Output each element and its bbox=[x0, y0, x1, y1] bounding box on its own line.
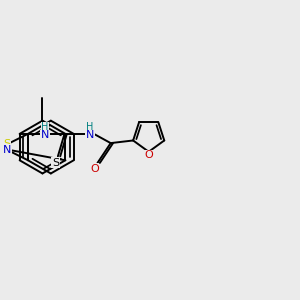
Text: N: N bbox=[86, 130, 94, 140]
Text: N: N bbox=[3, 145, 11, 155]
Text: H: H bbox=[86, 122, 94, 132]
Text: N: N bbox=[41, 130, 49, 140]
Text: S: S bbox=[52, 158, 59, 168]
Text: O: O bbox=[144, 150, 153, 160]
Text: S: S bbox=[3, 140, 10, 149]
Text: O: O bbox=[90, 164, 99, 174]
Text: H: H bbox=[41, 122, 49, 132]
